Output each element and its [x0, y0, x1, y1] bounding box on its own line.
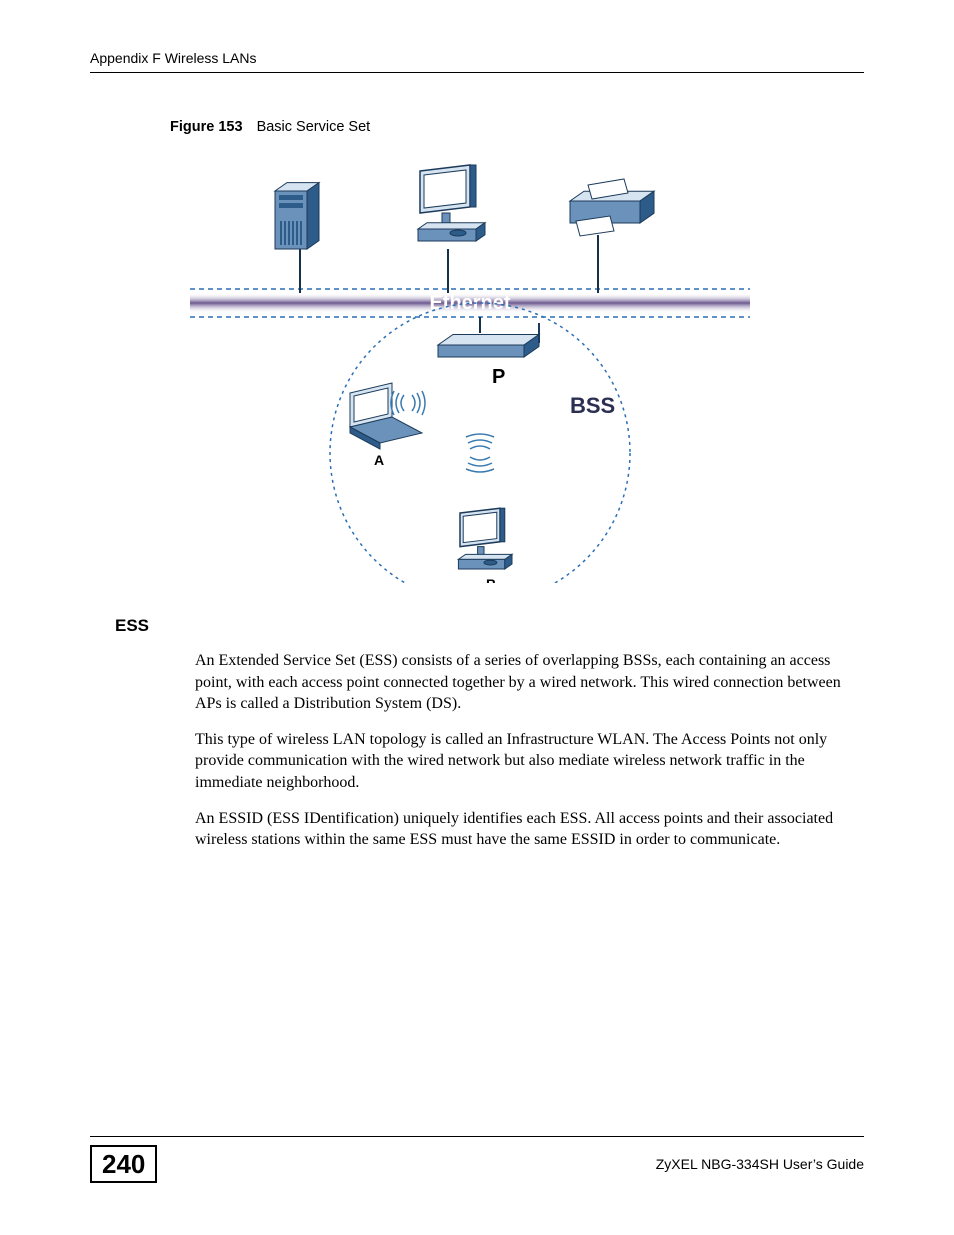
figure-caption-label: Figure 153 [170, 119, 243, 135]
monitor-icon [458, 508, 512, 569]
page-footer: 240 ZyXEL NBG-334SH User’s Guide [90, 1136, 864, 1183]
figure-diagram: Ethernet BSS P A B [190, 143, 864, 588]
page: Appendix F Wireless LANs Figure 153 Basi… [0, 0, 954, 1235]
paragraph: An ESSID (ESS IDentification) uniquely i… [195, 808, 854, 851]
laptop-icon [350, 383, 422, 449]
svg-text:P: P [492, 366, 505, 388]
wireless-waves-icon [391, 391, 425, 415]
paragraph: An Extended Service Set (ESS) consists o… [195, 650, 854, 715]
monitor-icon [418, 165, 485, 241]
paragraph: This type of wireless LAN topology is ca… [195, 729, 854, 794]
section-heading-ess: ESS [115, 616, 864, 636]
figure-caption: Figure 153 Basic Service Set [170, 119, 864, 135]
running-head: Appendix F Wireless LANs [90, 50, 864, 73]
svg-text:BSS: BSS [570, 393, 615, 418]
tower-pc-icon [275, 183, 319, 249]
printer-icon [570, 179, 654, 236]
svg-text:Ethernet: Ethernet [429, 292, 510, 314]
page-number: 240 [90, 1145, 157, 1183]
svg-text:B: B [486, 576, 496, 583]
footer-guide-title: ZyXEL NBG-334SH User’s Guide [656, 1156, 864, 1172]
figure-caption-title: Basic Service Set [257, 119, 371, 135]
svg-text:A: A [374, 452, 384, 468]
wireless-waves-icon [466, 434, 494, 472]
